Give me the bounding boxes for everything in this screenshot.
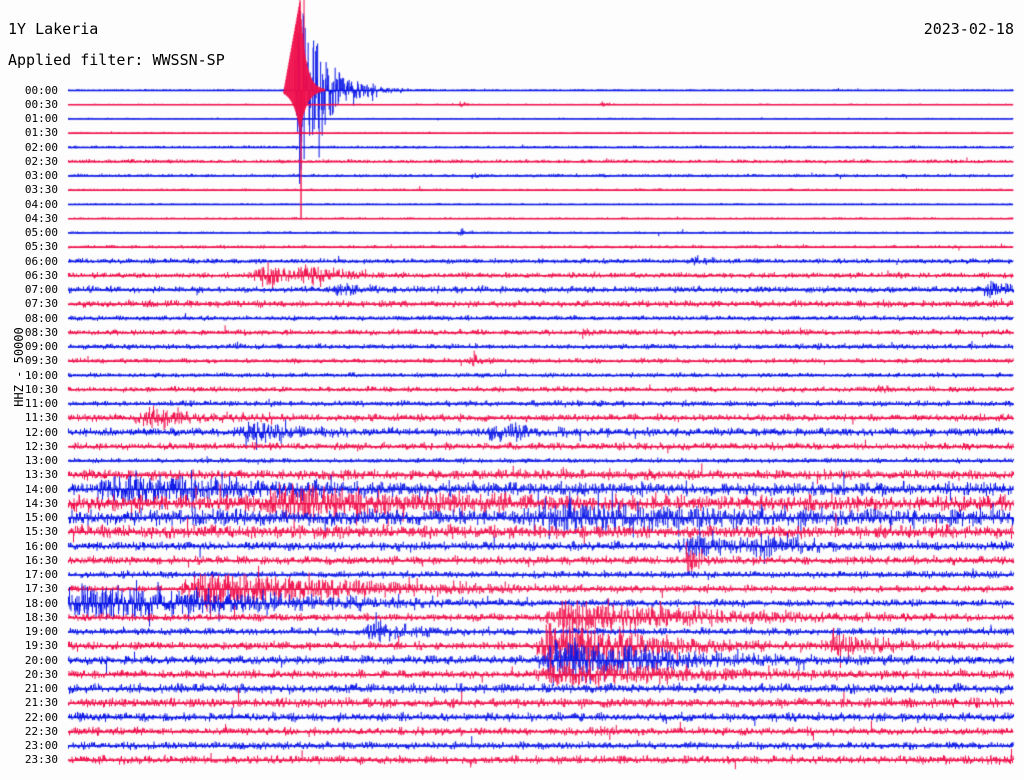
time-axis-label: 05:30 [24,240,58,254]
time-axis-label: 06:30 [24,268,58,282]
time-axis-label: 07:30 [24,297,58,311]
time-axis-label: 02:00 [24,140,58,154]
time-axis-label: 12:00 [24,425,58,439]
time-axis-label: 10:30 [24,382,58,396]
time-axis-label: 14:30 [24,496,58,510]
time-axis-label: 03:30 [24,183,58,197]
time-axis-label: 10:00 [24,368,58,382]
time-axis-label: 18:00 [24,596,58,610]
time-axis-label: 13:30 [24,468,58,482]
time-axis-label: 12:30 [24,439,58,453]
time-axis-label: 23:30 [24,753,58,767]
time-axis-label: 11:00 [24,397,58,410]
time-axis-label: 21:30 [24,696,58,710]
station-name: 1Y Lakeria [8,20,99,38]
time-axis-label: 02:30 [24,154,58,168]
time-axis-label: 16:00 [24,539,58,553]
time-axis-label: 05:00 [24,226,58,239]
time-axis-label: 15:00 [24,511,58,524]
time-axis-label: 19:30 [24,639,58,653]
applied-filter-label: Applied filter: WWSSN-SP [8,51,225,69]
time-axis-label: 15:30 [24,525,58,539]
time-axis-label: 08:00 [24,311,58,325]
time-axis-label: 21:00 [24,682,58,695]
time-axis-label: 01:30 [24,126,58,140]
time-axis-label: 07:00 [24,283,58,296]
time-axis-label: 23:00 [24,739,58,752]
time-axis-label: 17:00 [24,568,58,581]
time-axis-label: 00:00 [24,83,58,97]
time-axis-label: 11:30 [24,411,58,425]
time-axis-label: 20:00 [24,653,58,667]
time-axis-label: 04:30 [24,211,58,225]
time-axis-label: 18:30 [24,610,58,624]
time-axis-label: 00:30 [24,97,58,111]
time-axis-label: 16:30 [24,553,58,567]
time-axis-label: 09:00 [24,340,58,353]
time-axis-label: 01:00 [24,112,58,125]
time-axis-label: 13:00 [24,454,58,467]
plot-date: 2023-02-18 [923,20,1014,38]
time-axis-label: 14:00 [24,482,58,496]
time-axis-label: 20:30 [24,667,58,681]
time-axis-label: 08:30 [24,325,58,339]
time-axis-label: 04:00 [24,197,58,211]
time-axis-label: 17:30 [24,582,58,596]
time-axis-label: 22:30 [24,724,58,738]
time-axis-label: 09:30 [24,354,58,368]
time-axis-label: 22:00 [24,710,58,724]
time-axis-label: 03:00 [24,169,58,182]
time-axis-label: 06:00 [24,254,58,268]
time-axis-label: 19:00 [24,625,58,638]
